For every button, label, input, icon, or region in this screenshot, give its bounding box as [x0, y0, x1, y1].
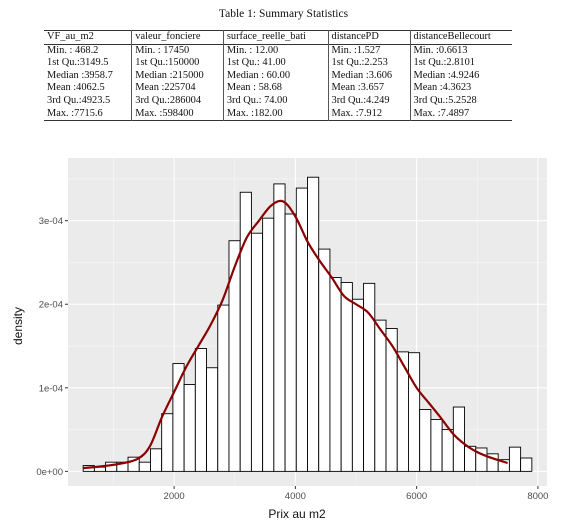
table-cell: Mean :3.657	[327, 82, 410, 95]
histogram-bar	[273, 183, 286, 472]
x-axis-title: Prix au m2	[268, 507, 326, 521]
table-cell: 1st Qu.:3149.5	[47, 57, 109, 69]
x-tick-label: 6000	[406, 491, 427, 502]
y-tick-label: 1e-04	[39, 383, 63, 394]
table-cell: Max. :7715.6	[47, 107, 103, 119]
histogram-bar	[363, 282, 376, 472]
histogram-bar	[217, 304, 230, 472]
table-cell: 3rd Qu.:286004	[131, 94, 224, 108]
histogram-bar	[161, 413, 174, 472]
histogram-bar	[138, 461, 151, 472]
table-cell: 3rd Qu.:4.249	[327, 94, 410, 108]
table-cell: 3rd Qu.: 74.00	[222, 94, 329, 108]
table-row: Median :3958.7 Median :215000 Median : 6…	[44, 69, 512, 83]
table-cell: 3rd Qu.:4923.5	[47, 94, 111, 106]
table-row: 3rd Qu.:4923.5 3rd Qu.:286004 3rd Qu.: 7…	[44, 94, 512, 108]
histogram-bar	[150, 448, 163, 472]
table-row: 1st Qu.:3149.5 1st Qu.:150000 1st Qu.: 4…	[44, 57, 512, 70]
histogram-bar	[262, 217, 275, 472]
histogram-bar	[307, 176, 320, 472]
table-cell: Mean : 58.68	[222, 82, 329, 95]
table-cell: Min. :1.527	[327, 44, 410, 58]
table-cell: 3rd Qu.:5.2528	[409, 94, 512, 108]
table-cell: Median :4.9246	[409, 69, 512, 83]
table-cell: Max. :182.00	[222, 107, 329, 121]
histogram-bar	[441, 429, 454, 472]
table-cell: 1st Qu.: 41.00	[222, 57, 329, 70]
table-cell: 1st Qu.:2.253	[327, 57, 410, 70]
table-cell: Min. : 17450	[131, 44, 224, 58]
table-cell: Max. :7.912	[327, 107, 410, 121]
histogram-bar	[318, 248, 331, 472]
table-cell: Max. :598400	[131, 107, 224, 121]
table-cell: Mean :4062.5	[47, 82, 105, 94]
table-cell: 1st Qu.:150000	[131, 57, 224, 70]
column-header: distanceBellecourt	[409, 30, 512, 45]
column-header: surface_reelle_bati	[222, 30, 329, 45]
y-axis-title: density	[11, 307, 25, 345]
plot-area: 0e+00 1e-04 2e-04 3e-04 2000 4000 6000 8000	[36, 158, 548, 502]
table-row: Mean :4062.5 Mean :225704 Mean : 58.68 M…	[44, 82, 512, 95]
histogram-bar	[430, 419, 443, 472]
table-header-row: VF_au_m2 valeur_fonciere surface_reelle_…	[44, 30, 512, 45]
histogram-bar	[351, 298, 365, 472]
x-tick-label: 2000	[164, 491, 185, 502]
density-curve	[83, 199, 508, 470]
table-caption: Table 1: Summary Statistics	[218, 8, 349, 20]
table-cell: Median :215000	[131, 69, 224, 83]
histogram-bar	[250, 232, 264, 472]
table-cell: Max. :7.4897	[409, 107, 512, 121]
y-tick-label: 0e+00	[36, 467, 63, 478]
histogram-bar	[374, 319, 387, 472]
histogram-bar	[172, 363, 185, 472]
table-cell: Mean :225704	[131, 82, 224, 95]
histogram-bar	[206, 367, 219, 472]
summary-statistics-table: VF_au_m2 valeur_fonciere surface_reelle_…	[44, 30, 512, 121]
y-tick-label: 2e-04	[39, 300, 63, 311]
table-cell: Min. :0.6613	[409, 44, 512, 58]
table-row: Max. :7715.6 Max. :598400 Max. :182.00 M…	[44, 107, 512, 121]
histogram-bar	[520, 457, 533, 472]
table-cell: Median :3958.7	[47, 69, 113, 81]
table-cell: Min. : 12.00	[222, 44, 329, 58]
histogram-bar	[284, 213, 297, 472]
histogram-bar	[340, 282, 353, 472]
table-cell: Min. : 468.2	[47, 44, 99, 56]
y-tick-label: 3e-04	[39, 216, 63, 227]
table-cell: Median :3.606	[327, 69, 410, 83]
column-header: VF_au_m2	[47, 31, 94, 42]
x-tick-label: 8000	[527, 491, 548, 502]
histogram-bar	[194, 348, 207, 472]
table-cell: 1st Qu.:2.8101	[409, 57, 512, 70]
histogram-bar	[183, 384, 196, 472]
table-row: Min. : 468.2 Min. : 17450 Min. : 12.00 M…	[44, 44, 512, 58]
table-cell: Median : 60.00	[222, 69, 329, 83]
column-header: distancePD	[327, 30, 410, 45]
column-header: valeur_fonciere	[131, 30, 224, 45]
x-tick-label: 4000	[285, 491, 306, 502]
histogram-bar	[419, 409, 432, 472]
histogram-bar	[408, 352, 421, 472]
histogram-bar	[508, 446, 522, 472]
density-histogram-chart: 0e+00 1e-04 2e-04 3e-04 2000 4000 6000 8000 Pri…	[11, 158, 548, 521]
table-cell: Mean :4.3623	[409, 82, 512, 95]
histogram-bar	[329, 277, 342, 472]
